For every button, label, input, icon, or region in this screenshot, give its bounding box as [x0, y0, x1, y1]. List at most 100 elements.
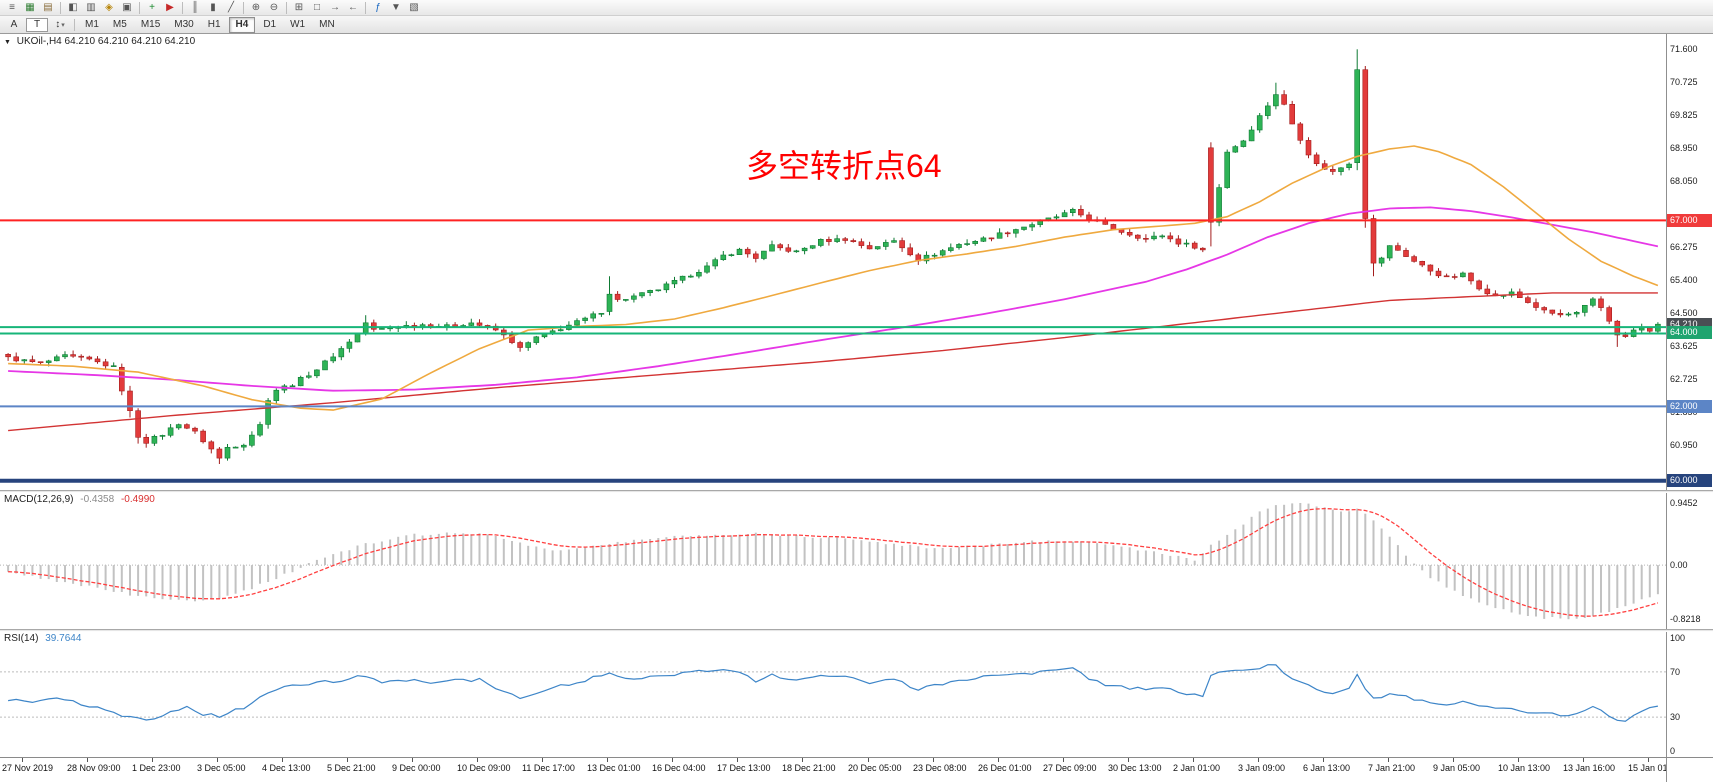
- time-axis-tick: [1193, 758, 1194, 762]
- rsi-label: RSI(14) 39.7644: [4, 633, 81, 644]
- rsi-indicator-name: RSI(14): [4, 633, 39, 644]
- time-axis-tick: [1128, 758, 1129, 762]
- market-watch-icon[interactable]: ◧: [68, 2, 78, 13]
- time-axis-label: 15 Jan 01:00: [1628, 763, 1666, 773]
- profiles-icon[interactable]: ▤: [43, 2, 53, 13]
- time-axis-labels: 27 Nov 2019 28 Nov 09:00 1 Dec 23:00 3 Dec …: [0, 758, 1666, 782]
- macd-label: MACD(12,26,9) -0.4358 -0.4990: [4, 494, 155, 505]
- timeframe-m15[interactable]: M15: [140, 18, 161, 30]
- panel-splitter[interactable]: [0, 629, 1713, 632]
- templates-icon[interactable]: ▧: [409, 2, 419, 13]
- auto-scroll-icon[interactable]: →: [330, 2, 340, 13]
- time-axis-label: 23 Dec 08:00: [913, 763, 967, 773]
- time-axis-tick: [607, 758, 608, 762]
- rsi-axis[interactable]: 100 70 30 0: [1666, 632, 1712, 757]
- time-axis[interactable]: 27 Nov 2019 28 Nov 09:00 1 Dec 23:00 3 Dec …: [0, 757, 1713, 782]
- charts-candle-icon[interactable]: ▮: [210, 2, 216, 13]
- chart-toolbar: A T ↕▾ M1 M5 M15 M30 H1 H4 D1 W1 MN: [0, 16, 1713, 34]
- time-axis-tick: [868, 758, 869, 762]
- ma-orange-line: [8, 145, 1659, 411]
- price-chart-plot[interactable]: ▼ UKOil-,H4 64.210 64.210 64.210 64.210 …: [0, 34, 1666, 490]
- price-axis-label: 70.725: [1670, 77, 1698, 87]
- time-axis-tick: [802, 758, 803, 762]
- price-axis-label: 60.950: [1670, 440, 1698, 450]
- ma-magenta-line: [8, 206, 1659, 392]
- rsi-line: [8, 664, 1659, 722]
- chart-collapse-icon[interactable]: ▼: [4, 39, 11, 46]
- time-axis-tick: [477, 758, 478, 762]
- macd-axis[interactable]: 0.9452 0.00 -0.8218: [1666, 493, 1712, 629]
- charts-bar-icon[interactable]: ║: [191, 2, 199, 13]
- charts-line-icon[interactable]: ╱: [227, 2, 235, 13]
- cascade-windows-icon[interactable]: □: [313, 2, 321, 13]
- price-axis-label: 68.950: [1670, 143, 1698, 153]
- time-axis-label: 27 Dec 09:00: [1043, 763, 1097, 773]
- time-axis-label: 28 Nov 09:00: [67, 763, 121, 773]
- rsi-axis-label: 30: [1670, 712, 1681, 722]
- toolbar-separator: [60, 1, 61, 14]
- time-axis-label: 13 Jan 16:00: [1563, 763, 1616, 773]
- time-axis-label: 2 Jan 01:00: [1173, 763, 1221, 773]
- timeframe-d1[interactable]: D1: [263, 18, 277, 30]
- rsi-chart: [0, 664, 1666, 722]
- time-axis-label: 30 Dec 13:00: [1108, 763, 1162, 773]
- new-chart-icon[interactable]: ▦: [25, 2, 35, 13]
- time-axis-label: 10 Jan 13:00: [1498, 763, 1551, 773]
- time-axis-label: 7 Jan 21:00: [1368, 763, 1416, 773]
- time-axis-label: 9 Dec 00:00: [392, 763, 441, 773]
- time-axis-tick: [1648, 758, 1649, 762]
- navigator-icon[interactable]: ◈: [105, 2, 113, 13]
- candlestick-chart: [0, 49, 1666, 483]
- time-axis-tick: [1453, 758, 1454, 762]
- new-order-icon[interactable]: +: [149, 2, 155, 13]
- rsi-axis-label: 70: [1670, 667, 1681, 677]
- timeframe-h1[interactable]: H1: [207, 18, 221, 30]
- time-axis-tick: [22, 758, 23, 762]
- time-axis-tick: [152, 758, 153, 762]
- price-badge-64000: 64.000: [1667, 326, 1712, 339]
- autotrading-icon[interactable]: ▶: [166, 2, 174, 13]
- price-axis-label: 68.050: [1670, 176, 1698, 186]
- macd-panel[interactable]: MACD(12,26,9) -0.4358 -0.4990: [0, 493, 1666, 629]
- main-toolbar: ≡ ▦ ▤ ◧ ▥ ◈ ▣ + ▶ ║ ▮ ╱ ⊕ ⊖ ⊞ □ → ← ƒ ▼ ▧: [0, 0, 1713, 16]
- toolbar-separator: [286, 1, 287, 14]
- timeframe-m1[interactable]: M1: [85, 18, 99, 30]
- timeframe-h4[interactable]: H4: [228, 16, 256, 33]
- text-label-tool-button[interactable]: T: [26, 17, 48, 32]
- price-axis[interactable]: 71.600 70.725 69.825 68.950 68.050 66.275 65.4…: [1666, 34, 1712, 490]
- tile-windows-icon[interactable]: ⊞: [294, 2, 304, 13]
- indicators-icon[interactable]: ƒ: [375, 2, 381, 13]
- ma-red-line: [8, 292, 1658, 432]
- timeframe-mn[interactable]: MN: [319, 18, 335, 30]
- candlesticks: [5, 49, 1661, 464]
- cursor-tool-button[interactable]: A: [10, 18, 18, 30]
- chart-shift-icon[interactable]: ←: [348, 2, 358, 13]
- timeframe-w1[interactable]: W1: [290, 18, 306, 30]
- time-axis-label: 4 Dec 13:00: [262, 763, 311, 773]
- zoom-in-icon[interactable]: ⊕: [251, 2, 261, 13]
- time-axis-tick: [737, 758, 738, 762]
- macd-signal-line: [8, 507, 1659, 617]
- terminal-icon[interactable]: ▣: [122, 2, 132, 13]
- drawing-tools-dropdown[interactable]: ↕▾: [55, 18, 65, 30]
- chart-symbol-label: ▼ UKOil-,H4 64.210 64.210 64.210 64.210: [4, 36, 195, 47]
- data-window-icon[interactable]: ▥: [86, 2, 96, 13]
- time-axis-tick: [217, 758, 218, 762]
- time-axis-tick: [347, 758, 348, 762]
- chart-annotation-text: 多空转折点64: [746, 148, 942, 184]
- time-axis-label: 10 Dec 09:00: [457, 763, 511, 773]
- time-axis-tick: [1518, 758, 1519, 762]
- price-axis-label: 66.275: [1670, 242, 1698, 252]
- price-axis-label: 65.400: [1670, 275, 1698, 285]
- panel-splitter[interactable]: [0, 490, 1713, 493]
- time-axis-tick: [933, 758, 934, 762]
- time-axis-tick: [542, 758, 543, 762]
- rsi-panel[interactable]: RSI(14) 39.7644: [0, 632, 1666, 757]
- timeframe-m5[interactable]: M5: [112, 18, 127, 30]
- timeframe-m30[interactable]: M30: [174, 18, 194, 30]
- menu-icon[interactable]: ≡: [9, 2, 15, 13]
- time-axis-label: 26 Dec 01:00: [978, 763, 1032, 773]
- periods-dropdown-icon[interactable]: ▼: [391, 2, 401, 13]
- zoom-out-icon[interactable]: ⊖: [269, 2, 279, 13]
